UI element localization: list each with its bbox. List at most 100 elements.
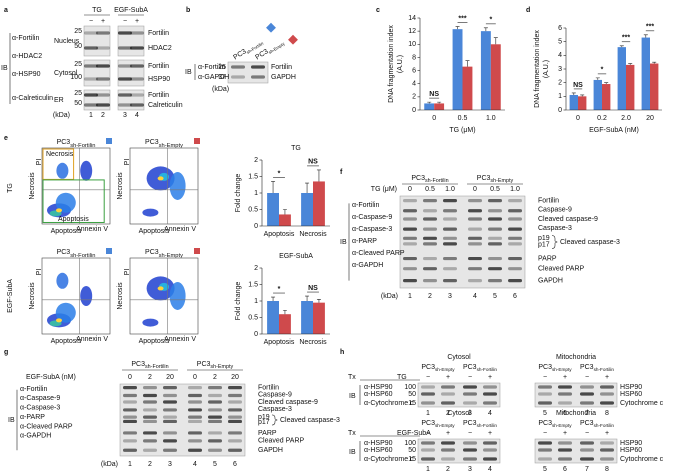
x-tick-label: 0.2 bbox=[597, 115, 607, 122]
band bbox=[580, 392, 594, 396]
band bbox=[508, 199, 522, 203]
band bbox=[488, 256, 502, 261]
band bbox=[188, 386, 202, 390]
label: Cytosol bbox=[447, 354, 471, 361]
label: 6 bbox=[563, 466, 567, 473]
band bbox=[118, 64, 132, 68]
label: + bbox=[446, 430, 450, 437]
band bbox=[118, 31, 132, 35]
significance-label: NS bbox=[308, 285, 318, 292]
label: (kDa) bbox=[381, 293, 398, 300]
band bbox=[228, 400, 242, 404]
label: Annexin V bbox=[76, 336, 108, 343]
label: Necrosis bbox=[117, 172, 124, 200]
label: Cleaved PARP bbox=[258, 438, 305, 445]
label: EGF-SubA bbox=[114, 7, 148, 14]
label: α-Calreticulin bbox=[12, 95, 53, 102]
label: Fortilin bbox=[148, 30, 169, 37]
band bbox=[443, 267, 457, 271]
label: α-HSP60 bbox=[364, 447, 393, 454]
band bbox=[488, 217, 502, 221]
label: 5 bbox=[543, 466, 547, 473]
band bbox=[228, 408, 242, 412]
band bbox=[123, 448, 137, 452]
significance-label: * bbox=[278, 286, 281, 293]
label: Necrosis bbox=[29, 172, 36, 200]
label: Cleaved PARP bbox=[538, 266, 585, 273]
significance-label: * bbox=[601, 67, 604, 74]
band bbox=[228, 386, 242, 390]
flow-density bbox=[55, 192, 76, 213]
band bbox=[468, 279, 482, 283]
label: IB bbox=[340, 239, 347, 246]
label: Cleaved caspase-9 bbox=[538, 216, 598, 223]
sample-subscript: sh-Empty bbox=[552, 367, 572, 372]
band bbox=[163, 400, 177, 404]
sample-label: PC3sh-Empty bbox=[145, 249, 183, 259]
sample-subscript: sh-Fortilin bbox=[425, 178, 449, 184]
label: Apoptosis bbox=[139, 228, 170, 235]
band bbox=[600, 401, 614, 405]
label: α-GAPDH bbox=[352, 262, 383, 269]
flow-density bbox=[169, 172, 186, 200]
band bbox=[84, 77, 98, 81]
band bbox=[443, 199, 457, 203]
label: TG bbox=[7, 183, 14, 193]
band bbox=[423, 242, 437, 246]
label: 25 bbox=[74, 90, 82, 97]
label: PI bbox=[36, 159, 43, 166]
band bbox=[403, 217, 417, 221]
y-tick-label: 2 bbox=[254, 265, 258, 272]
label: 2 bbox=[428, 293, 432, 300]
y-tick-label: 1 bbox=[254, 298, 258, 305]
y-tick-label: 12 bbox=[408, 28, 416, 35]
band bbox=[580, 448, 594, 452]
band bbox=[508, 217, 522, 221]
bar bbox=[641, 37, 650, 110]
band bbox=[463, 448, 477, 452]
label: 1 bbox=[426, 410, 430, 417]
y-tick-label: 2 bbox=[412, 94, 416, 101]
sample-name: PC3 bbox=[411, 175, 425, 182]
band bbox=[163, 415, 177, 419]
band bbox=[163, 419, 177, 424]
label: + bbox=[605, 430, 609, 437]
x-axis-label: EGF-SubA (nM) bbox=[589, 127, 639, 134]
label: 20 bbox=[166, 374, 174, 381]
label: α-Fortilin bbox=[12, 35, 39, 42]
band bbox=[228, 439, 242, 443]
label: 50 bbox=[74, 100, 82, 107]
label: 6 bbox=[233, 461, 237, 468]
x-axis-label: TG (μM) bbox=[449, 127, 475, 134]
blot bbox=[227, 61, 269, 84]
band bbox=[600, 385, 614, 389]
error-bar bbox=[465, 60, 470, 67]
band bbox=[483, 392, 497, 396]
error-bar bbox=[493, 37, 498, 45]
band bbox=[84, 103, 98, 107]
label: IB bbox=[185, 69, 192, 76]
sample-label: PC3sh-Empty bbox=[477, 175, 514, 185]
label: Necrosis bbox=[29, 282, 36, 310]
bar bbox=[490, 44, 501, 110]
label: − bbox=[468, 430, 472, 437]
band bbox=[123, 439, 137, 443]
label: α-PARP bbox=[352, 238, 377, 245]
error-bar bbox=[271, 181, 276, 193]
label: HSP60 bbox=[620, 391, 642, 398]
legend-swatch bbox=[194, 138, 200, 144]
label: GAPDH bbox=[258, 447, 283, 454]
label: 0 bbox=[408, 186, 412, 193]
band bbox=[508, 279, 522, 283]
y-axis-label: DNA fragmentation index bbox=[388, 25, 395, 103]
flow-density bbox=[157, 286, 164, 291]
label: 25 bbox=[218, 64, 226, 71]
label: 6 bbox=[563, 410, 567, 417]
band bbox=[228, 419, 242, 424]
sample-label: PC3sh-Fortilin bbox=[463, 364, 497, 372]
band bbox=[130, 46, 144, 50]
band bbox=[208, 386, 222, 390]
error-bar bbox=[595, 77, 600, 80]
bar bbox=[301, 193, 313, 226]
